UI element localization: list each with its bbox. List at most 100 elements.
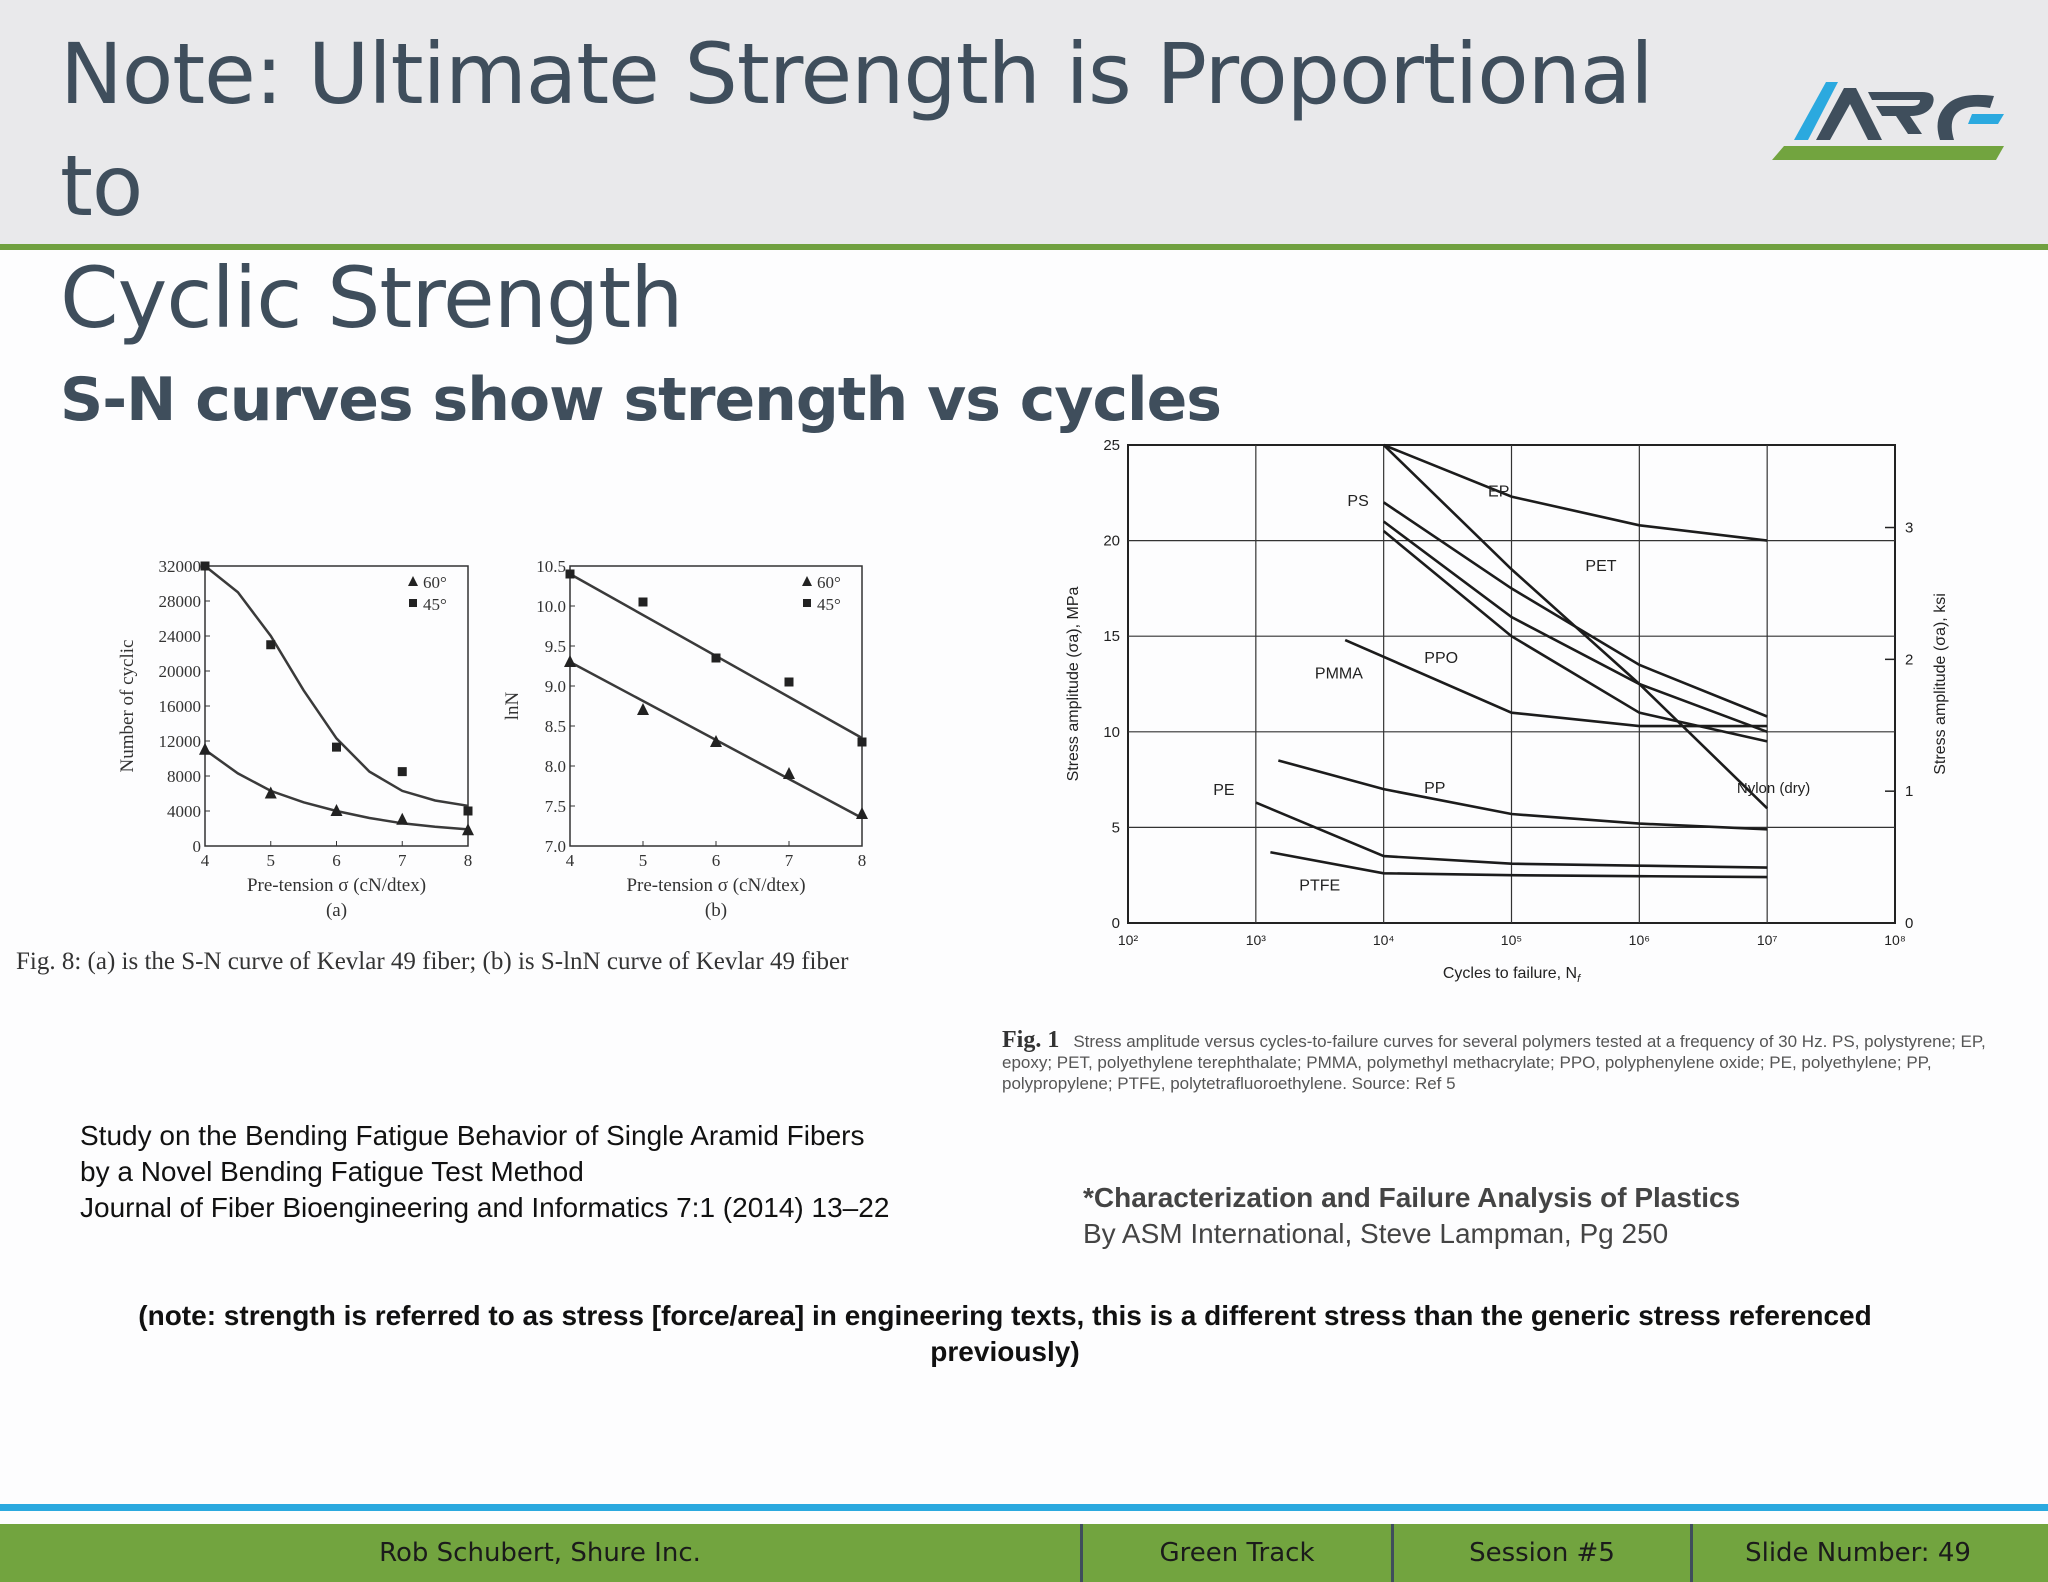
series-curve (1255, 801, 1768, 869)
legend-label: 60° (817, 573, 841, 592)
x-tick-label: 10⁸ (1884, 932, 1906, 948)
data-point-square (266, 640, 276, 650)
y-tick-label: 8.5 (545, 717, 566, 736)
right-tick-label: 0 (1905, 915, 1913, 932)
y-axis-label: lnN (502, 691, 523, 720)
y-tick-label: 25 (1103, 437, 1120, 454)
slide-title-line-1: Note: Ultimate Strength is Proportional … (60, 25, 1654, 235)
footer-bar: Rob Schubert, Shure Inc. Green Track Ses… (0, 1524, 2048, 1582)
series-label: PS (1347, 493, 1368, 510)
slide-subtitle: S-N curves show strength vs cycles (60, 365, 1222, 435)
reference-asm-author: By ASM International, Steve Lampman, Pg … (1083, 1218, 1669, 1249)
y-tick-label: 24000 (159, 627, 202, 646)
series-label: PPO (1424, 650, 1458, 667)
right-tick-label: 2 (1905, 651, 1913, 668)
series-curve (1270, 850, 1768, 879)
x-tick-label: 10⁴ (1373, 932, 1395, 948)
right-tick-label: 3 (1905, 520, 1913, 537)
series-curve (1383, 443, 1768, 542)
x-axis-label: Pre-tension σ (cN/dtex) (247, 875, 426, 896)
x-tick-label: 10² (1118, 932, 1139, 948)
data-point-square (857, 737, 867, 747)
chart-polymer-sn: 10² 10³ 10⁴ 10⁵ 10⁶ 10⁷ 10⁸05101520250123Cycle… (1065, 437, 1949, 985)
reference-aramid-line-2: by a Novel Bending Fatigue Test Method (80, 1156, 584, 1187)
legend-marker-triangle (802, 576, 812, 586)
title-divider (0, 244, 2048, 250)
y-tick-label: 16000 (159, 697, 202, 716)
series-label: PTFE (1299, 877, 1340, 894)
x-tick-label: 8 (858, 851, 867, 870)
x-tick-label: 4 (201, 851, 210, 870)
fig1-caption-block: Fig. 1 Stress amplitude versus cycles-to-… (1002, 1028, 2012, 1094)
reference-asm: *Characterization and Failure Analysis o… (1083, 1180, 1740, 1252)
series-curve (1344, 638, 1768, 728)
legend-label: 45° (423, 595, 447, 614)
footer-track: Green Track (1159, 1538, 1315, 1568)
footer-session: Session #5 (1469, 1538, 1615, 1568)
y-tick-label: 9.5 (545, 637, 566, 656)
x-tick-label: 5 (267, 851, 276, 870)
legend-label: 60° (423, 573, 447, 592)
fit-curve (204, 565, 469, 808)
series-curve (1382, 520, 1768, 734)
fig8-caption: Fig. 8: (a) is the S-N curve of Kevlar 4… (16, 948, 849, 975)
y-tick-label: 4000 (167, 802, 201, 821)
x-tick-label: 4 (566, 851, 575, 870)
reference-aramid: Study on the Bending Fatigue Behavior of… (80, 1118, 889, 1226)
legend-marker-square (409, 599, 417, 607)
arc-logo (1772, 82, 2004, 160)
y-axis-label: Stress amplitude (σa), MPa (1065, 586, 1082, 781)
footer-divider (1080, 1524, 1083, 1582)
y-tick-label: 20 (1103, 533, 1120, 550)
reference-asm-title: *Characterization and Failure Analysis o… (1083, 1182, 1741, 1213)
right-tick-label: 1 (1905, 783, 1913, 800)
y-tick-label: 7.5 (545, 797, 566, 816)
x-tick-label: 8 (464, 851, 473, 870)
data-point-triangle (396, 812, 409, 825)
y-tick-label: 5 (1112, 819, 1120, 836)
reference-aramid-line-3: Journal of Fiber Bioengineering and Info… (80, 1192, 890, 1223)
data-point-square (638, 597, 648, 607)
data-point-triangle (856, 807, 868, 819)
data-point-square (711, 653, 721, 663)
data-point-triangle (710, 735, 722, 747)
data-point-triangle (564, 655, 576, 667)
chart-kevlar-slnn: 7.0 7.5 8.0 8.5 9.0 9.5 10.0 10.5 4 5 6 7 8 Pre-tensi… (502, 557, 868, 921)
series-curve (1278, 759, 1768, 831)
chart-kevlar-sn: 0 4000 8000 12000 16000 20000 24000 28000 32000 4… (117, 557, 474, 921)
data-point-triangle (783, 767, 795, 779)
series-label: EP (1488, 484, 1509, 501)
data-point-square (463, 806, 473, 816)
x-tick-label: 10⁷ (1757, 932, 1778, 948)
data-point-square (200, 561, 210, 571)
y-tick-label: 10 (1103, 724, 1120, 741)
y-tick-label: 20000 (159, 662, 202, 681)
y-tick-label: 0 (1112, 915, 1120, 932)
data-point-square (332, 742, 341, 752)
data-point-triangle (330, 804, 343, 816)
data-point-triangle (199, 742, 211, 755)
x-tick-label: 5 (639, 851, 648, 870)
x-tick-label: 7 (785, 851, 794, 870)
y-tick-label: 0 (193, 837, 202, 856)
x-tick-label: 10³ (1246, 932, 1267, 948)
series-label: PP (1424, 780, 1445, 797)
x-tick-label: 10⁵ (1501, 932, 1522, 948)
reference-aramid-line-1: Study on the Bending Fatigue Behavior of… (80, 1120, 865, 1151)
series-label: PMMA (1315, 665, 1363, 682)
x-axis-label-subscript: f (1577, 973, 1581, 985)
data-point-triangle (264, 786, 277, 799)
fig1-caption: Stress amplitude versus cycles-to-failur… (1002, 1032, 1986, 1093)
slide-title-line-2: Cyclic Strength (60, 249, 683, 347)
footer-accent-line (0, 1504, 2048, 1511)
series-label: Nylon (dry) (1737, 780, 1810, 797)
stress-note: (note: strength is referred to as stress… (138, 1300, 1872, 1367)
x-axis-label: Pre-tension σ (cN/dtex) (626, 875, 805, 896)
data-point-square (784, 677, 794, 687)
legend-marker-triangle (408, 576, 418, 586)
x-axis-label: Cycles to failure, Nf (1443, 965, 1581, 985)
series-curve (1382, 444, 1769, 810)
chart-sublabel: (a) (326, 900, 347, 921)
y-tick-label: 15 (1103, 628, 1120, 645)
y-axis-label: Number of cyclic (117, 640, 138, 773)
